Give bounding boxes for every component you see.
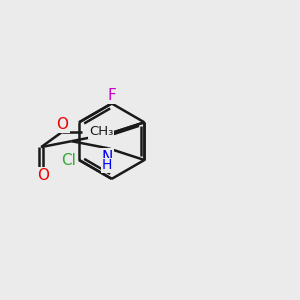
Text: O: O — [37, 168, 49, 183]
Text: N: N — [101, 150, 113, 165]
Text: H: H — [102, 158, 112, 172]
Text: O: O — [56, 117, 68, 132]
Text: CH₃: CH₃ — [89, 125, 113, 138]
Text: Cl: Cl — [61, 152, 76, 167]
Text: F: F — [107, 88, 116, 103]
